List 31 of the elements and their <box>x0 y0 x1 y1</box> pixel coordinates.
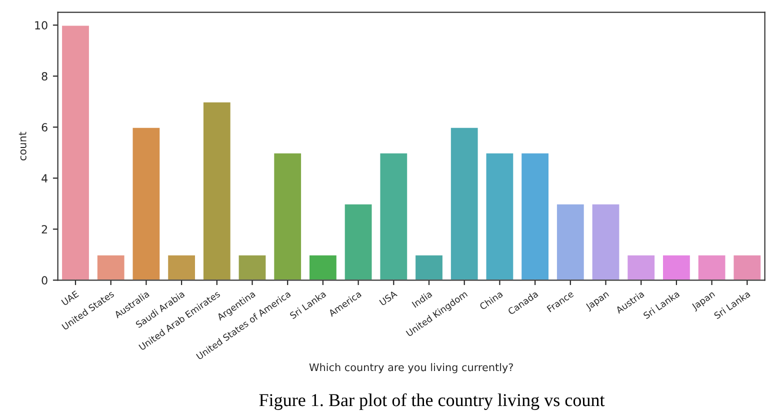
bar <box>343 202 374 280</box>
bar <box>272 152 302 280</box>
bar <box>626 254 656 280</box>
bar <box>96 254 126 280</box>
bar <box>308 254 338 280</box>
bar <box>378 152 408 280</box>
bar <box>414 254 444 280</box>
bar <box>520 152 550 280</box>
y-axis-title: count <box>18 132 26 160</box>
x-axis-title: Which country are you living currently? <box>309 363 513 374</box>
bar <box>556 202 586 280</box>
y-tick-label: 10 <box>35 21 48 30</box>
bar <box>60 24 90 280</box>
bar <box>450 126 480 280</box>
caption: Figure 1. Bar plot of the country living vs count <box>259 393 605 410</box>
y-tick-label: 6 <box>42 123 48 132</box>
y-tick-label: 2 <box>42 225 47 234</box>
x-tick-label: UAE <box>61 290 80 306</box>
bar <box>732 254 762 280</box>
bar <box>696 254 727 280</box>
bar <box>662 254 692 280</box>
bar <box>166 254 196 280</box>
bar <box>202 100 232 280</box>
bar <box>484 152 515 280</box>
bar <box>131 126 162 280</box>
bar <box>237 254 268 280</box>
y-tick-label: 0 <box>42 276 48 285</box>
y-tick-label: 8 <box>42 72 48 80</box>
bar <box>590 202 621 280</box>
y-tick-label: 4 <box>42 174 48 182</box>
x-tick-label: USA <box>379 290 398 306</box>
